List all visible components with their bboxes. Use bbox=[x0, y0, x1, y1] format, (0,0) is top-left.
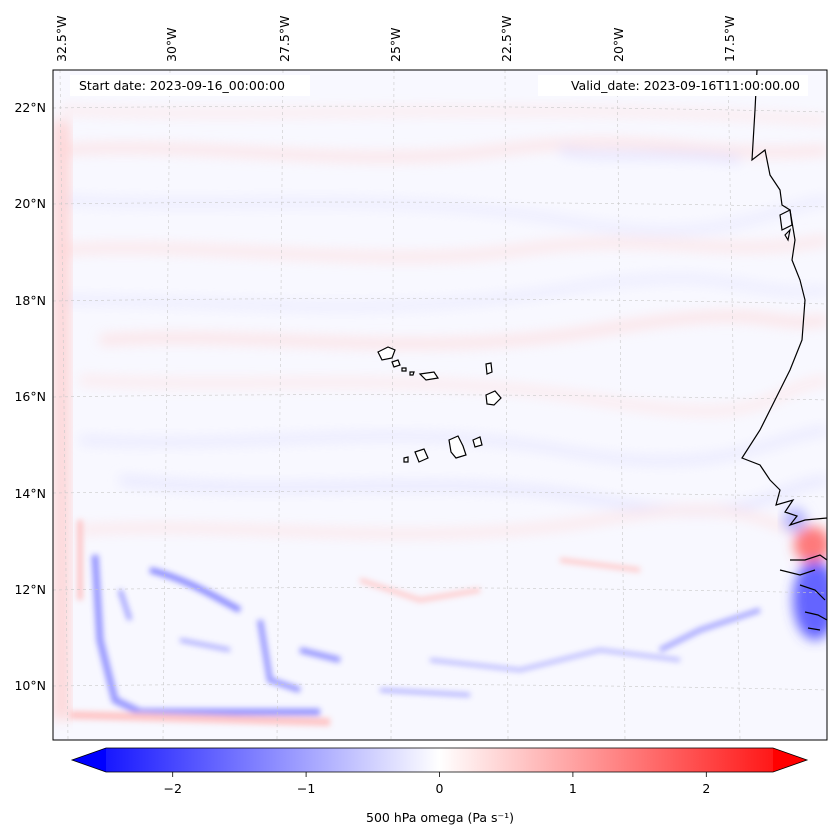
coastline bbox=[741, 70, 827, 631]
lat-tick: 22°N bbox=[14, 100, 46, 115]
graticule bbox=[53, 70, 827, 740]
lon-tick: 17.5°W bbox=[722, 16, 737, 62]
colorbar-tick-label: −1 bbox=[297, 781, 315, 796]
start-date-box bbox=[70, 75, 310, 96]
colorbar-outline bbox=[70, 747, 809, 773]
colorbar-tick-label: 1 bbox=[569, 781, 577, 796]
map-frame bbox=[52, 69, 828, 741]
lon-tick: 22.5°W bbox=[499, 16, 514, 62]
colorbar-tick-label: 0 bbox=[436, 781, 444, 796]
colorbar-label: 500 hPa omega (Pa s⁻¹) bbox=[366, 810, 514, 825]
lon-tick: 32.5°W bbox=[54, 16, 69, 62]
lat-tick: 14°N bbox=[14, 486, 46, 501]
map-background bbox=[53, 70, 827, 740]
lon-tick: 30°W bbox=[164, 27, 179, 62]
lat-tick: 12°N bbox=[14, 582, 46, 597]
longitude-ticks: 32.5°W 30°W 27.5°W 25°W 22.5°W 20°W 17.5… bbox=[54, 16, 737, 62]
colorbar-fill bbox=[72, 748, 807, 772]
colorbar-extend-min bbox=[72, 748, 106, 772]
valid-date-box bbox=[538, 75, 808, 96]
lon-tick: 25°W bbox=[388, 27, 403, 62]
lat-tick: 10°N bbox=[14, 678, 46, 693]
start-date-text: Start date: 2023-09-16_00:00:00 bbox=[79, 78, 285, 93]
lat-tick: 16°N bbox=[14, 389, 46, 404]
lon-tick: 20°W bbox=[611, 27, 626, 62]
valid-date-text: Valid_date: 2023-09-16T11:00:00.00 bbox=[571, 78, 800, 93]
colorbar-tick-label: −2 bbox=[163, 781, 181, 796]
omega-field bbox=[53, 106, 827, 726]
cape-verde-islands bbox=[377, 346, 502, 463]
colorbar: −2 −1 0 1 2 500 hPa omega (Pa s⁻¹) bbox=[70, 747, 809, 825]
lat-tick: 18°N bbox=[14, 293, 46, 308]
latitude-ticks: 22°N 20°N 18°N 16°N 14°N 12°N 10°N bbox=[14, 100, 46, 693]
lat-tick: 20°N bbox=[14, 196, 46, 211]
colorbar-extend-max bbox=[773, 748, 807, 772]
lon-tick: 27.5°W bbox=[277, 16, 292, 62]
colorbar-tick-label: 2 bbox=[702, 781, 710, 796]
